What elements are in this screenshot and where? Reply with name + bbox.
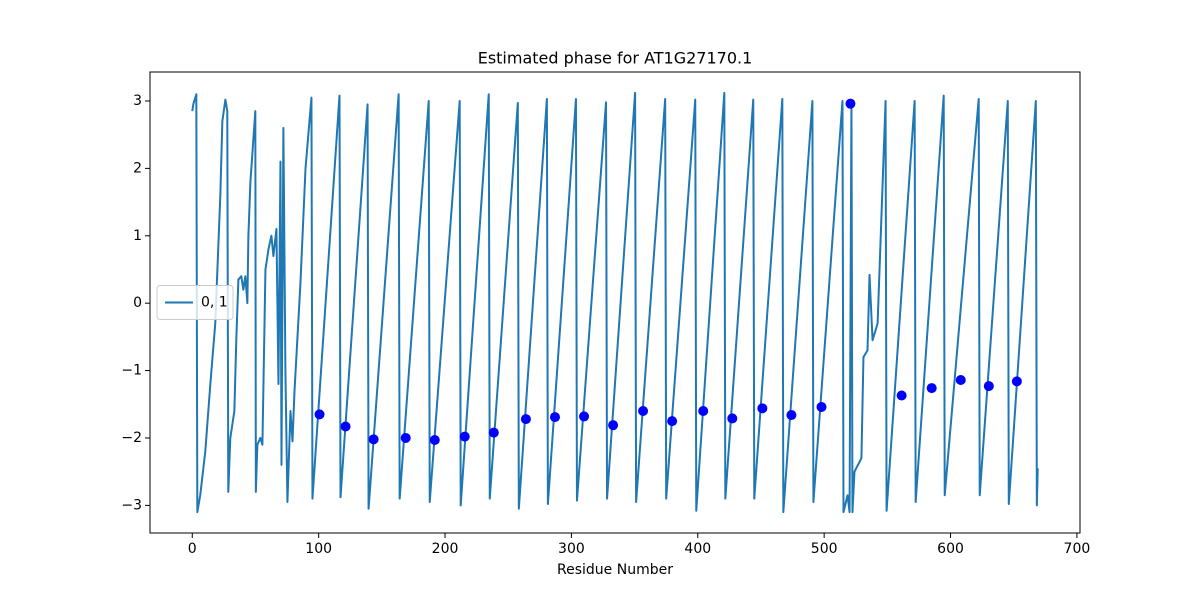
point	[549, 412, 560, 423]
point	[368, 434, 379, 445]
y-tick-label: 1	[133, 228, 142, 244]
y-tick-label: 2	[133, 160, 142, 176]
point	[488, 427, 499, 438]
point	[520, 414, 531, 425]
line	[191, 91, 1039, 514]
x-tick-label: 500	[811, 541, 838, 557]
x-tick-label: 400	[684, 541, 711, 557]
point	[608, 420, 619, 431]
y-tick-label: −3	[121, 497, 142, 513]
point	[667, 416, 678, 427]
point	[816, 401, 827, 412]
x-tick-label: 300	[558, 541, 585, 557]
x-tick-label: 700	[1064, 541, 1091, 557]
chart-title: Estimated phase for AT1G27170.1	[478, 49, 753, 68]
point	[340, 421, 351, 432]
y-tick-label: −1	[121, 363, 142, 379]
y-tick-label: −2	[121, 430, 142, 446]
point	[757, 403, 768, 414]
point	[314, 409, 325, 420]
point	[786, 410, 797, 421]
x-tick-label: 200	[432, 541, 459, 557]
point	[400, 432, 411, 443]
x-tick-label: 600	[937, 541, 964, 557]
legend-label: 0, 1	[201, 295, 228, 311]
point	[1011, 376, 1022, 387]
y-tick-label: 0	[133, 295, 142, 311]
plot-frame	[149, 71, 1081, 534]
x-tick-label: 0	[188, 541, 197, 557]
point	[459, 431, 470, 442]
point	[845, 98, 856, 109]
point	[638, 406, 649, 417]
point	[896, 390, 907, 401]
point	[579, 411, 590, 422]
point	[926, 383, 937, 394]
point	[983, 381, 994, 392]
point	[727, 413, 738, 424]
legend-box	[156, 285, 234, 320]
x-axis-label: Residue Number	[557, 562, 673, 578]
point	[955, 375, 966, 386]
y-tick-label: 3	[133, 93, 142, 109]
point	[429, 434, 440, 445]
point	[698, 406, 709, 417]
x-tick-label: 100	[305, 541, 332, 557]
